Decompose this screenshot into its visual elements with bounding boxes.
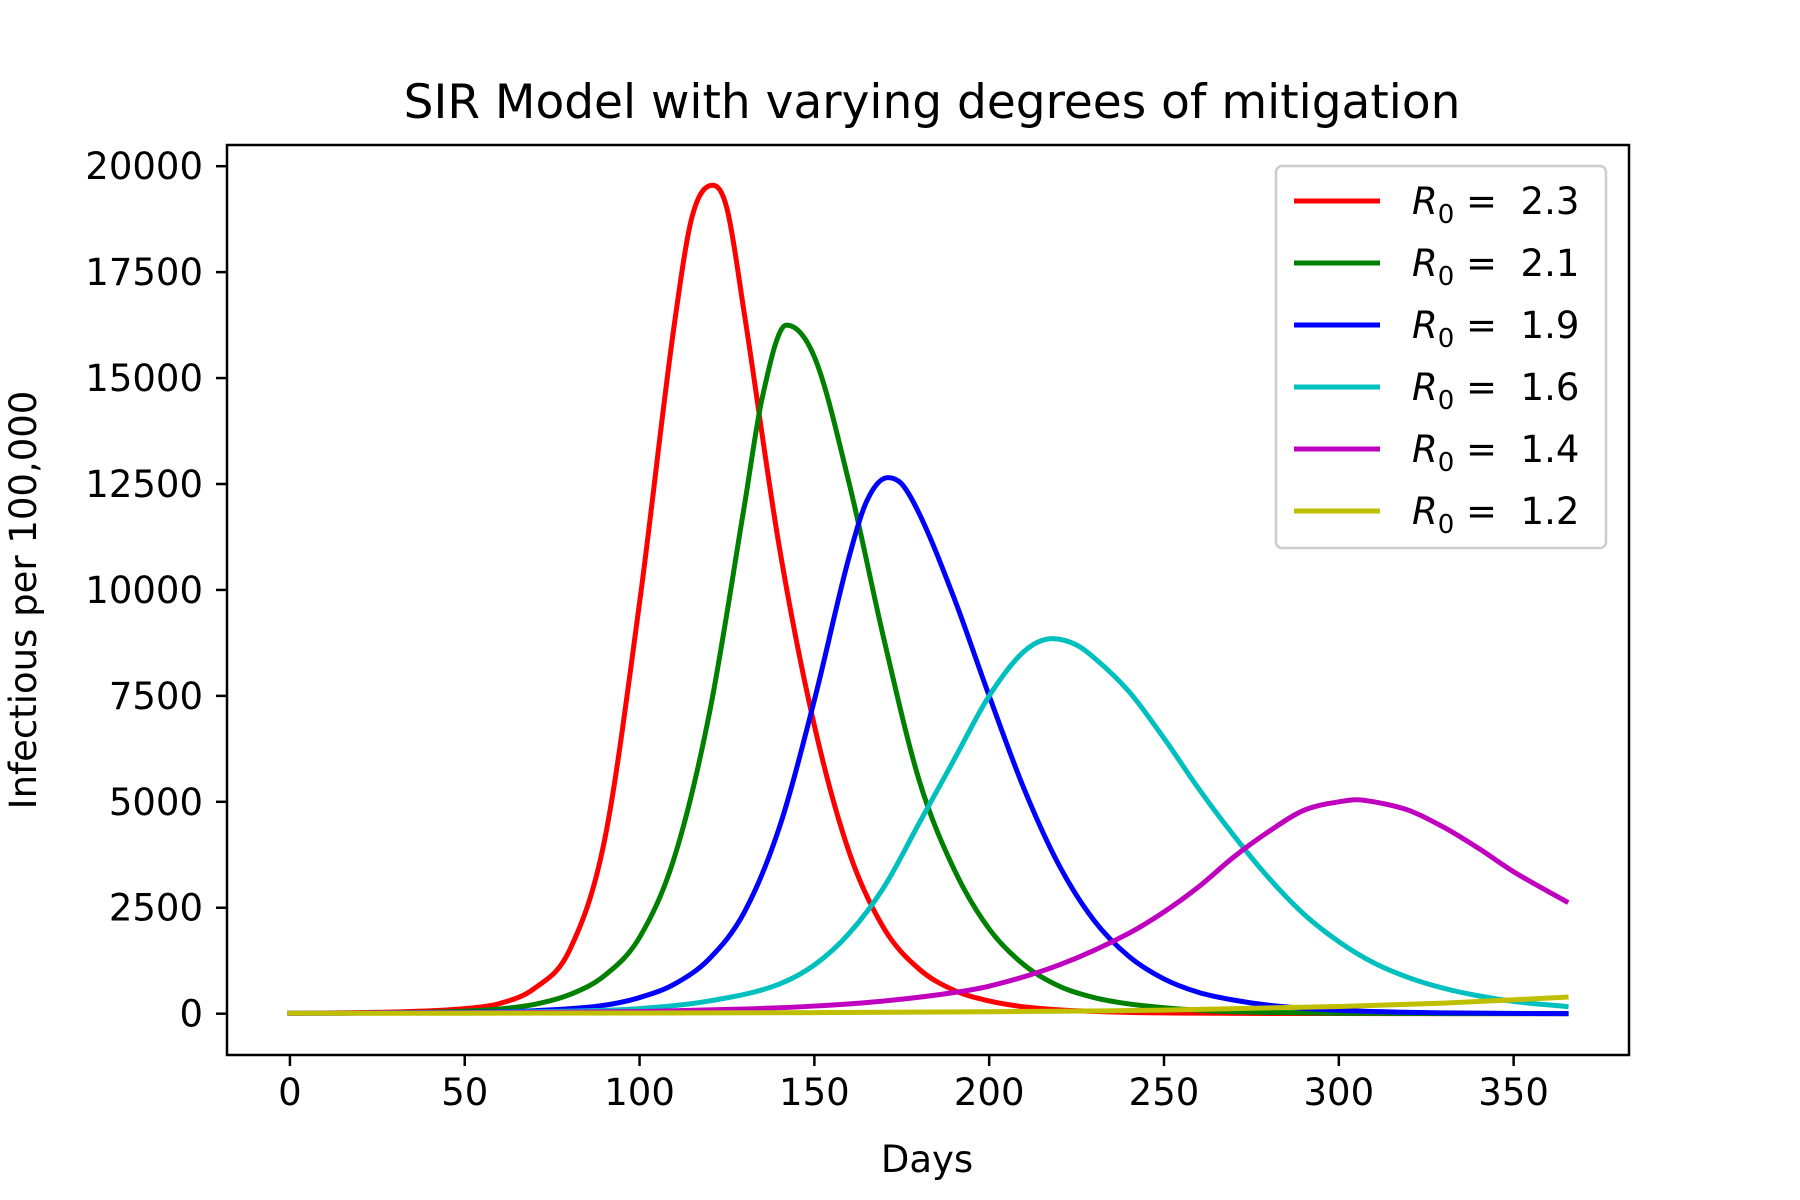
legend-value: = 2.1 <box>1454 242 1579 285</box>
chart-title: SIR Model with varying degrees of mitiga… <box>404 75 1461 130</box>
legend-label-5: R0 = 1.2 <box>1412 490 1579 540</box>
legend-subscript: 0 <box>1438 510 1455 540</box>
y-tick-label: 7500 <box>109 675 203 718</box>
y-tick-label: 0 <box>179 993 203 1036</box>
x-tick-label: 250 <box>1129 1071 1200 1114</box>
legend-variable: R <box>1412 304 1438 347</box>
series-line-1 <box>287 322 1569 1017</box>
x-tick-label: 0 <box>278 1071 302 1114</box>
x-axis: 0 50 100 150 200 250 300 350 <box>278 1055 1549 1114</box>
legend-variable: R <box>1412 490 1438 533</box>
legend-value: = 1.9 <box>1454 304 1579 347</box>
x-tick-label: 200 <box>954 1071 1025 1114</box>
legend-label-4: R0 = 1.4 <box>1412 428 1579 478</box>
legend-label-1: R0 = 2.1 <box>1412 242 1579 292</box>
plot-frame <box>225 143 1631 1057</box>
series-line-2 <box>287 475 1569 1017</box>
legend-subscript: 0 <box>1438 324 1455 354</box>
series-line-3 <box>287 636 1569 1016</box>
x-tick-label: 50 <box>441 1071 488 1114</box>
legend-variable: R <box>1412 242 1438 285</box>
legend: R0 = 2.3R0 = 2.1R0 = 1.9R0 = 1.6R0 = 1.4… <box>1274 164 1608 550</box>
legend-value: = 1.4 <box>1454 428 1579 471</box>
y-tick-label: 10000 <box>85 569 203 612</box>
legend-label-2: R0 = 1.9 <box>1412 304 1579 354</box>
legend-value: = 1.2 <box>1454 490 1579 533</box>
series-line-5 <box>287 994 1569 1016</box>
legend-value: = 2.3 <box>1454 180 1579 223</box>
legend-subscript: 0 <box>1438 262 1455 292</box>
y-tick-label: 5000 <box>109 781 203 824</box>
y-tick-label: 12500 <box>85 463 203 506</box>
legend-label-3: R0 = 1.6 <box>1412 366 1579 416</box>
x-tick-label: 350 <box>1478 1071 1549 1114</box>
y-tick-label: 15000 <box>85 357 203 400</box>
legend-variable: R <box>1412 428 1438 471</box>
legend-subscript: 0 <box>1438 200 1455 230</box>
legend-subscript: 0 <box>1438 386 1455 416</box>
legend-value: = 1.6 <box>1454 366 1579 409</box>
legend-variable: R <box>1412 366 1438 409</box>
legend-label-0: R0 = 2.3 <box>1412 180 1579 230</box>
x-tick-label: 150 <box>779 1071 850 1114</box>
x-tick-label: 300 <box>1303 1071 1374 1114</box>
legend-variable: R <box>1412 180 1438 223</box>
legend-subscript: 0 <box>1438 448 1455 478</box>
y-tick-label: 17500 <box>85 251 203 294</box>
x-axis-title: Days <box>881 1138 973 1181</box>
plot-area <box>287 182 1570 1017</box>
y-axis-title: Infectious per 100,000 <box>2 391 45 810</box>
x-tick-label: 100 <box>604 1071 675 1114</box>
y-axis: 0 2500 5000 7500 10000 12500 15000 17500 20000 <box>85 145 227 1036</box>
y-tick-label: 2500 <box>109 887 203 930</box>
series-line-4 <box>287 797 1570 1016</box>
y-tick-label: 20000 <box>85 145 203 188</box>
